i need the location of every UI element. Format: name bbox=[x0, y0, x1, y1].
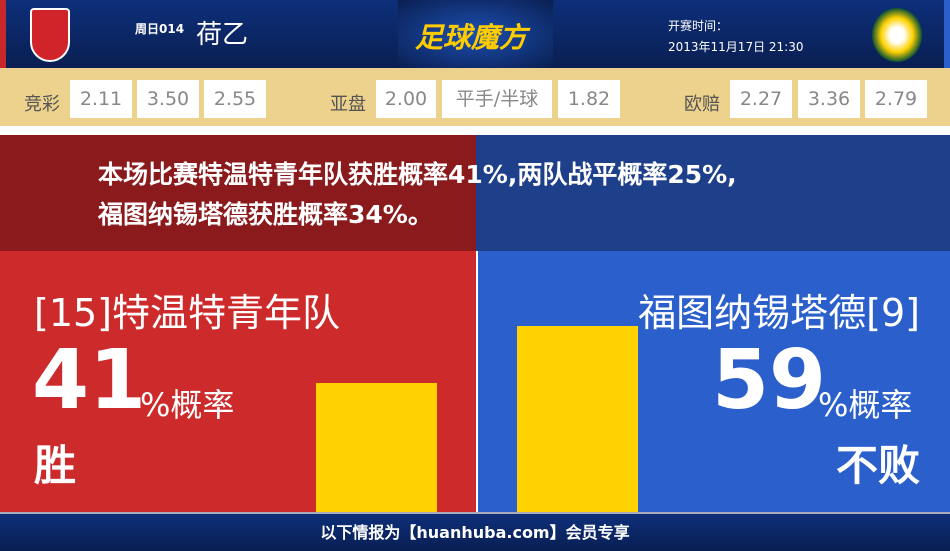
summary-line: 本场比赛特温特青年队获胜概率41%,两队战平概率25%, bbox=[98, 160, 737, 189]
kickoff-label: 开赛时间： bbox=[668, 19, 729, 33]
away-unit: %概率 bbox=[818, 386, 913, 424]
home-team-logo bbox=[30, 8, 70, 62]
jingcai-label: 竞彩 bbox=[24, 94, 60, 115]
match-week: 周日014 bbox=[135, 22, 185, 36]
jingcai-odd: 3.50 bbox=[137, 80, 199, 118]
asian-odd: 2.00 bbox=[376, 80, 436, 118]
kickoff-time: 2013年11月17日 21:30 bbox=[668, 40, 804, 54]
members-only-footer[interactable]: 以下情报为【huanhuba.com】会员专享 bbox=[0, 512, 950, 551]
home-percentage: 41 bbox=[32, 333, 147, 428]
jingcai-odd: 2.11 bbox=[70, 80, 132, 118]
away-team-logo bbox=[872, 8, 922, 62]
odds-bar: 竞彩 2.11 3.50 2.55 亚盘 2.00 平手/半球 1.82 欧赔 … bbox=[0, 68, 950, 130]
brand-background bbox=[398, 0, 553, 68]
summary-line: 福图纳锡塔德获胜概率34%。 bbox=[98, 200, 433, 229]
asian-odd: 1.82 bbox=[558, 80, 620, 118]
away-percentage: 59 bbox=[712, 333, 827, 428]
away-result: 不败 bbox=[835, 441, 920, 490]
summary-band-away bbox=[476, 135, 950, 251]
brand-logo: 足球魔方 bbox=[415, 21, 528, 54]
euro-label: 欧赔 bbox=[684, 94, 720, 115]
prediction-summary: 本场比赛特温特青年队获胜概率41%,两队战平概率25%, 福图纳锡塔德获胜概率3… bbox=[98, 155, 898, 235]
summary-band-home bbox=[0, 135, 476, 251]
euro-odd: 3.36 bbox=[798, 80, 860, 118]
asian-label: 亚盘 bbox=[330, 94, 366, 115]
jingcai-odd: 2.55 bbox=[204, 80, 266, 118]
away-team-name: 福图纳锡塔德[9] bbox=[638, 291, 920, 335]
asian-handicap: 平手/半球 bbox=[442, 80, 552, 118]
home-team-name: [15]特温特青年队 bbox=[34, 291, 341, 335]
league-name: 荷乙 bbox=[196, 20, 249, 50]
euro-odd: 2.79 bbox=[865, 80, 927, 118]
home-result: 胜 bbox=[34, 441, 77, 490]
away-probability-bar bbox=[517, 326, 638, 512]
home-probability-bar bbox=[316, 382, 437, 512]
home-unit: %概率 bbox=[140, 386, 235, 424]
euro-odd: 2.27 bbox=[730, 80, 792, 118]
